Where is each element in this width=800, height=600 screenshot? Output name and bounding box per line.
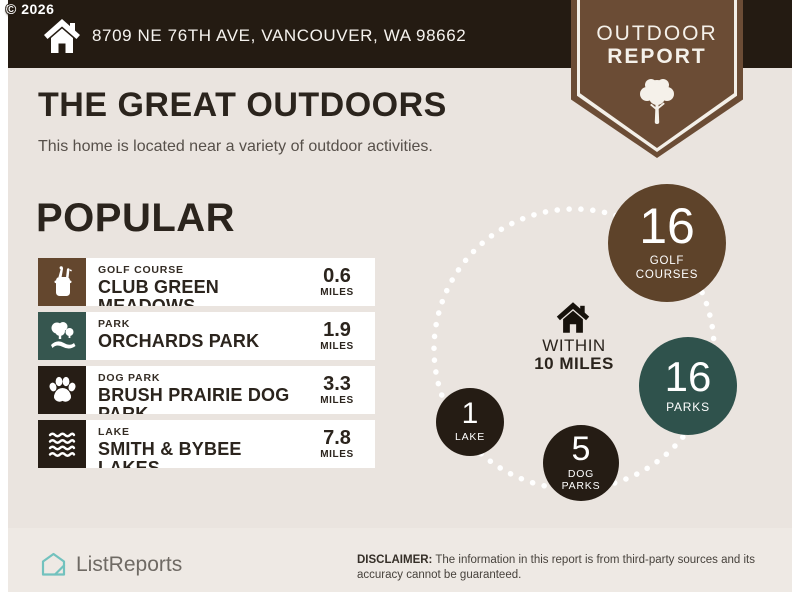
park-trees-icon [51,322,76,349]
item-category: DOG PARK [98,372,161,384]
list-item-park: PARK ORCHARDS PARK 1.9 MILES [38,312,375,360]
within-miles-label: 10 MILES [534,354,614,373]
property-address: 8709 NE 76TH AVE, VANCOUVER, WA 98662 [92,26,467,45]
list-item-lake: LAKE SMITH & BYBEE LAKES 7.8 MILES [38,420,375,468]
parks-label: PARKS [666,400,710,415]
golf-courses-bubble: 16 GOLF COURSES [608,184,726,302]
item-distance-unit: MILES [320,395,354,406]
item-name: SMITH & BYBEE LAKES [98,439,242,468]
disclaimer-text: DISCLAIMER: The information in this repo… [357,554,755,581]
waves-icon [48,432,76,457]
item-distance: 7.8 [323,427,351,449]
listreports-brand-text: ListReports [76,552,183,576]
item-distance-unit: MILES [320,449,354,460]
within-label: WITHIN [542,336,606,355]
popular-heading: POPULAR [36,196,236,240]
copyright-label: © 2026 [6,1,55,17]
item-category: PARK [98,318,131,330]
footer-background [8,528,792,592]
page-subtitle: This home is located near a variety of o… [38,138,433,155]
badge-title-line1: OUTDOOR [596,22,718,45]
item-distance: 0.6 [323,265,351,287]
page-title: THE GREAT OUTDOORS [38,86,447,124]
dog-parks-count: 5 [571,430,591,469]
home-icon [44,19,80,53]
item-distance-unit: MILES [320,341,354,352]
center-home-icon [556,302,590,333]
park-tile [38,312,86,360]
badge-title-line2: REPORT [607,45,707,68]
disclaimer-label: DISCLAIMER: [357,554,433,566]
paw-icon [49,376,76,402]
parks-bubble: 16 PARKS [639,337,737,435]
golf-bag-icon [54,266,72,296]
lake-count: 1 [461,397,479,431]
dog-parks-label: DOG PARKS [561,467,601,493]
golf-courses-count: 16 [639,198,695,255]
list-item-golf-course: GOLF COURSE CLUB GREEN MEADOWS 0.6 MILES [38,258,375,306]
list-item-dog-park: DOG PARK BRUSH PRAIRIE DOG PARK 3.3 MILE… [38,366,375,414]
listreports-brand: ListReports [40,551,182,578]
item-category: GOLF COURSE [98,264,184,276]
golf-course-tile [38,258,86,306]
item-distance-unit: MILES [320,287,354,298]
item-name: BRUSH PRAIRIE DOG PARK [98,385,290,414]
item-name: CLUB GREEN MEADOWS [98,277,220,306]
dog-park-tile [38,366,86,414]
lake-bubble: 1 LAKE [436,388,504,456]
golf-courses-label: GOLF COURSES [635,254,699,281]
item-category: LAKE [98,426,130,438]
dog-parks-bubble: 5 DOG PARKS [543,425,619,501]
parks-count: 16 [664,353,712,401]
lake-tile [38,420,86,468]
listreports-logo-icon [41,552,66,576]
outdoor-report-badge: OUTDOOR REPORT [571,0,743,158]
tree-icon [640,79,674,124]
item-distance: 3.3 [323,373,351,395]
item-name: ORCHARDS PARK [98,331,260,351]
item-distance: 1.9 [323,319,351,341]
lake-label: LAKE [454,430,486,443]
